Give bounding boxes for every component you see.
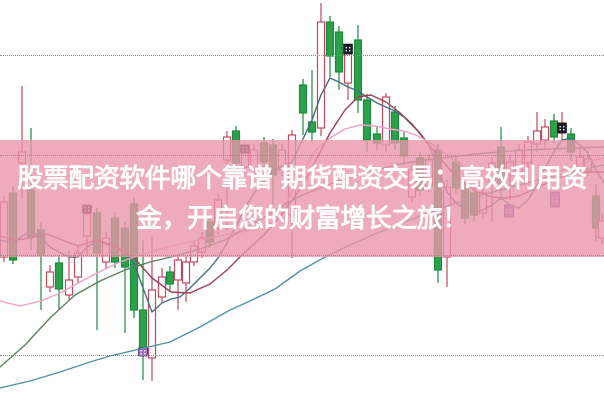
candle-body — [54, 262, 64, 290]
candle-body — [45, 271, 55, 288]
marker-candle-dark — [557, 122, 567, 134]
candle-body — [147, 289, 157, 359]
marker-dot — [140, 350, 142, 352]
candlestick — [165, 266, 175, 290]
marker-candle-dark — [343, 43, 353, 55]
candle-body — [298, 84, 308, 114]
candle-body — [138, 309, 148, 353]
marker-dot — [144, 350, 146, 352]
candlestick — [307, 70, 317, 142]
candle-body — [343, 53, 353, 84]
banner-title-line2: 金，开启您的财富增长之旅！ — [136, 203, 468, 234]
candlestick — [54, 255, 64, 310]
banner-title-line1: 股票配资软件哪个靠谱 期货配资交易：高效利用资 — [17, 163, 587, 194]
candle-body — [390, 111, 400, 144]
marker-dot — [140, 353, 142, 355]
candlestick — [45, 265, 55, 292]
candlestick — [325, 16, 335, 77]
candlestick — [181, 256, 191, 302]
marker-dot — [349, 47, 351, 49]
candlestick — [147, 236, 157, 381]
promo-banner: 股票配资软件哪个靠谱 期货配资交易：高效利用资 金，开启您的财富增长之旅！ — [0, 140, 604, 257]
candlestick — [334, 26, 344, 90]
candle-body — [334, 31, 344, 73]
candle-body — [307, 121, 317, 133]
candlestick — [549, 114, 559, 143]
candle-body — [549, 120, 559, 138]
candlestick — [173, 254, 183, 310]
marker-dot — [345, 50, 347, 52]
marker-dot — [345, 47, 347, 49]
marker-dot — [563, 129, 565, 131]
candle-body — [173, 259, 183, 281]
candle-body — [165, 271, 175, 285]
candle-body — [362, 99, 372, 141]
candle-body — [316, 21, 326, 129]
marker-dot — [559, 129, 561, 131]
candlestick — [138, 240, 148, 380]
candlestick — [298, 79, 308, 135]
candle-body — [540, 126, 550, 141]
candle-body — [181, 261, 191, 284]
marker-dot — [563, 126, 565, 128]
candle-body — [353, 39, 363, 101]
candle-body — [325, 21, 335, 57]
candlestick — [353, 25, 363, 113]
candlestick — [316, 3, 326, 136]
marker-dot — [559, 126, 561, 128]
marker-dot — [349, 50, 351, 52]
marker-dot — [144, 353, 146, 355]
candle-body — [157, 276, 167, 298]
